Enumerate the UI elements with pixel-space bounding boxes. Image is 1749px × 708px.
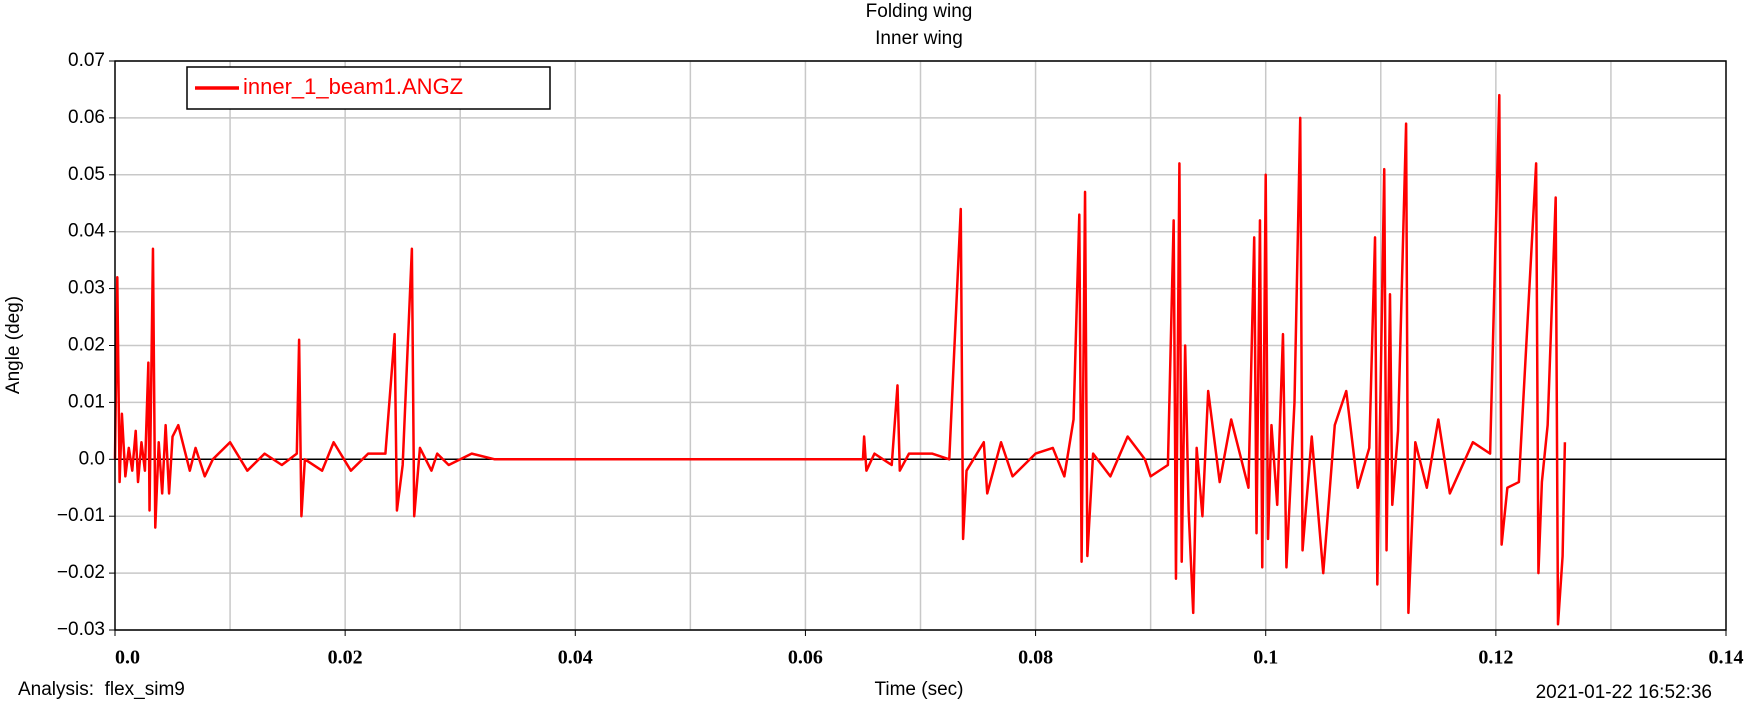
- y-tick-label: 0.01: [68, 391, 105, 412]
- chart-subtitle: Inner wing: [875, 28, 963, 49]
- y-tick-label: 0.07: [68, 50, 105, 71]
- x-tick-label: 0.0: [115, 647, 140, 669]
- x-tick-label: 0.02: [328, 647, 363, 669]
- y-tick-label: 0.06: [68, 107, 105, 128]
- y-tick-label: 0.02: [68, 335, 105, 356]
- x-tick-label: 0.1: [1253, 647, 1278, 669]
- data-line: [113, 93, 1567, 626]
- y-tick-label: 0.04: [68, 221, 105, 242]
- timestamp: 2021-01-22 16:52:36: [1536, 682, 1712, 703]
- y-tick-label: −0.03: [57, 619, 105, 640]
- y-axis-label: Angle (deg): [3, 296, 24, 394]
- x-tick-label: 0.06: [788, 647, 823, 669]
- x-tick-label: 0.14: [1709, 647, 1744, 669]
- chart-title: Folding wing: [866, 1, 973, 22]
- y-tick-label: 0.0: [79, 448, 105, 469]
- x-axis-label: Time (sec): [874, 679, 963, 700]
- x-tick-label: 0.12: [1478, 647, 1513, 669]
- legend-label: inner_1_beam1.ANGZ: [243, 74, 463, 99]
- x-tick-label: 0.08: [1018, 647, 1053, 669]
- legend-box: [186, 66, 551, 110]
- plot-frame: [114, 60, 1727, 631]
- analysis-label: Analysis: flex_sim9: [18, 679, 185, 700]
- y-tick-label: 0.05: [68, 164, 105, 185]
- y-tick-label: 0.03: [68, 278, 105, 299]
- x-tick-label: 0.04: [558, 647, 593, 669]
- y-tick-label: −0.02: [57, 562, 105, 583]
- y-tick-label: −0.01: [57, 505, 105, 526]
